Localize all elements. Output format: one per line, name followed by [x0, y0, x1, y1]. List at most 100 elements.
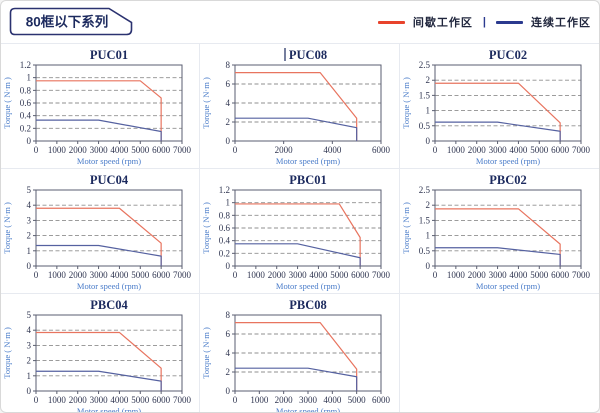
y-tick-label: 2.5 [418, 185, 430, 195]
x-tick-label: 7000 [572, 270, 591, 280]
x-tick-label: 1000 [48, 270, 67, 280]
series-line [235, 243, 362, 266]
series-line [36, 331, 162, 391]
chart-puc04: 0 1 2 3 4 5 0 1000 2000 3000 4000 5000 6000 7000 PUC04… [2, 173, 192, 291]
y-tick-label: 0.2 [219, 248, 230, 258]
plot-border [35, 314, 183, 392]
x-tick-label: 5000 [331, 270, 350, 280]
y-tick-label: 1 [27, 246, 32, 256]
y-tick-label: 1.5 [418, 90, 430, 100]
y-tick-label: 0.2 [20, 123, 31, 133]
badge-title: 80框以下系列 [26, 14, 109, 30]
y-tick-label: 0 [226, 136, 231, 146]
x-tick-label: 4000 [509, 145, 528, 155]
series-line [235, 117, 358, 141]
chart-cell-pbc08: 0 2 4 6 8 0 1000 2000 3000 4000 5000 6000 PBC08 Motor… [200, 294, 400, 412]
y-tick-label: 2.5 [418, 60, 430, 70]
x-tick-label: 3000 [90, 395, 109, 405]
y-tick-label: 6 [226, 79, 231, 89]
series-line [235, 72, 358, 141]
y-tick-label: 0.6 [20, 98, 32, 108]
x-tick-label: 3000 [90, 145, 109, 155]
x-tick-label: 6000 [372, 145, 391, 155]
y-tick-label: 0.8 [219, 210, 231, 220]
chart-cell-puc02: 0 0.5 1 1.5 2 2.5 0 1000 2000 3000 4000 5000 6000 700… [399, 44, 599, 169]
intermittent-zone-swatch [377, 20, 405, 24]
y-tick-label: 0 [425, 261, 430, 271]
chart-cell-puc01: 0 0.2 0.4 0.6 0.8 1 1.2 0 1000 2000 3000 4000 5000 60… [1, 44, 201, 169]
x-tick-label: 0 [233, 395, 238, 405]
plot-border [434, 64, 582, 142]
y-tick-label: 4 [226, 98, 231, 108]
y-tick-label: 8 [226, 60, 231, 70]
y-tick-label: 0.5 [418, 246, 430, 256]
y-axis-label: Torque ( N·m ) [2, 77, 12, 129]
y-tick-label: 1.5 [418, 215, 430, 225]
x-tick-label: 4000 [110, 145, 129, 155]
x-tick-label: 7000 [173, 270, 192, 280]
x-tick-label: 4000 [110, 395, 129, 405]
x-tick-label: 2000 [69, 270, 88, 280]
chart-pbc02: 0 0.5 1 1.5 2 2.5 0 1000 2000 3000 4000 5000 6000 700… [401, 173, 591, 291]
x-tick-label: 0 [432, 145, 437, 155]
x-tick-label: 1000 [251, 395, 270, 405]
y-tick-label: 5 [27, 310, 32, 320]
y-tick-label: 0.4 [219, 236, 231, 246]
y-tick-label: 0 [425, 136, 430, 146]
y-tick-label: 0.5 [418, 121, 430, 131]
x-axis-label: Motor speed (rpm) [77, 156, 141, 166]
continuous-zone-label: 连续工作区 [531, 17, 591, 29]
x-axis-label: Motor speed (rpm) [77, 281, 141, 291]
x-tick-label: 4000 [310, 270, 329, 280]
chart-title: PUC02 [489, 48, 527, 62]
y-axis-label: Torque ( N·m ) [201, 327, 211, 379]
x-tick-label: 4000 [509, 270, 528, 280]
x-tick-label: 0 [233, 270, 238, 280]
series-line [434, 121, 561, 141]
x-tick-label: 0 [34, 270, 39, 280]
series-line [235, 203, 362, 266]
x-tick-label: 4000 [324, 145, 343, 155]
plot-border [434, 189, 582, 267]
x-tick-label: 0 [34, 145, 39, 155]
y-tick-label: 2 [226, 367, 231, 377]
continuous-zone-swatch [496, 20, 523, 24]
x-axis-label: Motor speed (rpm) [276, 406, 340, 412]
chart-cell-puc08: 0 2 4 6 8 0 2000 4000 6000 PUC08 Motor speed (rpm)… [200, 44, 400, 169]
y-axis-label: Torque ( N·m ) [2, 202, 12, 254]
y-tick-label: 2 [425, 200, 430, 210]
y-tick-label: 1 [27, 73, 32, 83]
x-axis-label: Motor speed (rpm) [476, 156, 540, 166]
y-axis-label: Torque ( N·m ) [201, 202, 211, 254]
chart-cell-pbc02: 0 0.5 1 1.5 2 2.5 0 1000 2000 3000 4000 5000 6000 700… [399, 169, 599, 294]
x-tick-label: 4000 [110, 270, 129, 280]
y-tick-label: 1 [425, 231, 430, 241]
y-tick-label: 2 [425, 75, 430, 85]
x-tick-label: 5000 [131, 270, 150, 280]
x-tick-label: 5000 [530, 145, 549, 155]
x-tick-label: 7000 [173, 145, 192, 155]
y-tick-label: 4 [27, 200, 32, 210]
y-tick-label: 0 [27, 386, 32, 396]
x-tick-label: 1000 [447, 270, 466, 280]
y-tick-label: 0 [226, 386, 231, 396]
y-tick-label: 1.2 [20, 60, 31, 70]
series-line [434, 208, 561, 266]
x-axis-label: Motor speed (rpm) [276, 156, 340, 166]
chart-title: PBC02 [489, 173, 527, 187]
chart-grid: 0 0.2 0.4 0.6 0.8 1 1.2 0 1000 2000 3000 4000 5000 60… [1, 43, 599, 412]
x-tick-label: 5000 [131, 145, 150, 155]
x-tick-label: 2000 [268, 270, 287, 280]
series-line [36, 119, 162, 141]
x-tick-label: 6000 [551, 145, 570, 155]
y-axis-label: Torque ( N·m ) [2, 327, 12, 379]
badge-border [9, 7, 133, 36]
chart-pbc04: 0 1 2 3 4 5 0 1000 2000 3000 4000 5000 6000 7000 PBC04… [2, 298, 192, 412]
y-tick-label: 2 [27, 231, 32, 241]
x-tick-label: 6000 [152, 145, 171, 155]
chart-title: PBC04 [90, 298, 128, 312]
y-tick-label: 1 [27, 371, 32, 381]
intermittent-zone-label: 间歇工作区 [412, 17, 473, 29]
x-tick-label: 3000 [488, 145, 507, 155]
